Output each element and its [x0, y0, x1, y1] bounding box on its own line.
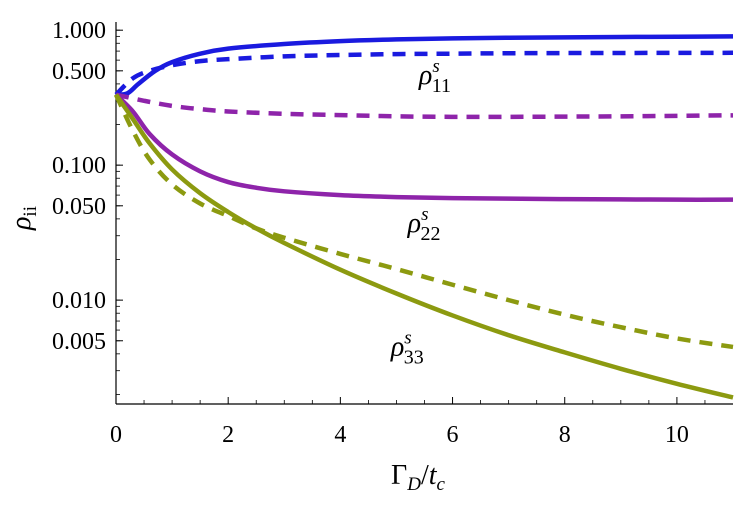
series-line-1	[115, 34, 734, 97]
y-tick-label: 0.050	[52, 194, 106, 220]
series-line-6	[113, 93, 734, 350]
series-annotation-1: ρs 11	[418, 56, 451, 97]
y-tick-label: 0.010	[52, 288, 106, 314]
x-tick-label: 6	[447, 422, 459, 448]
x-tick-label: 10	[665, 422, 689, 448]
y-tick-label: 0.100	[52, 153, 106, 179]
series-line-2	[114, 50, 734, 97]
x-tick-label: 8	[559, 422, 571, 448]
y-tick-label: 1.000	[52, 18, 106, 44]
x-ticks: 0 2 4 6 8 10	[110, 397, 706, 448]
y-axis-title: ρii	[6, 206, 41, 231]
y-tick-label: 0.005	[52, 329, 106, 355]
y-tick-label: 0.500	[52, 59, 106, 85]
x-tick-label: 4	[334, 422, 346, 448]
x-tick-label: 0	[110, 422, 122, 448]
series-annotation-3: ρs 33	[390, 327, 424, 368]
x-tick-label: 2	[222, 422, 234, 448]
series-line-5	[114, 93, 734, 400]
y-ticks: 1.000 0.500 0.100 0.050 0.010 0.005	[52, 18, 123, 395]
series-line-4	[115, 92, 734, 120]
series-layer	[113, 34, 734, 400]
x-axis-title: ΓD/tc	[391, 460, 445, 495]
series-annotation-2: ρs 22	[407, 204, 441, 245]
annotation-layer: ρs 11 ρs 22 ρs 33	[390, 56, 451, 368]
series-line-3	[114, 93, 734, 202]
